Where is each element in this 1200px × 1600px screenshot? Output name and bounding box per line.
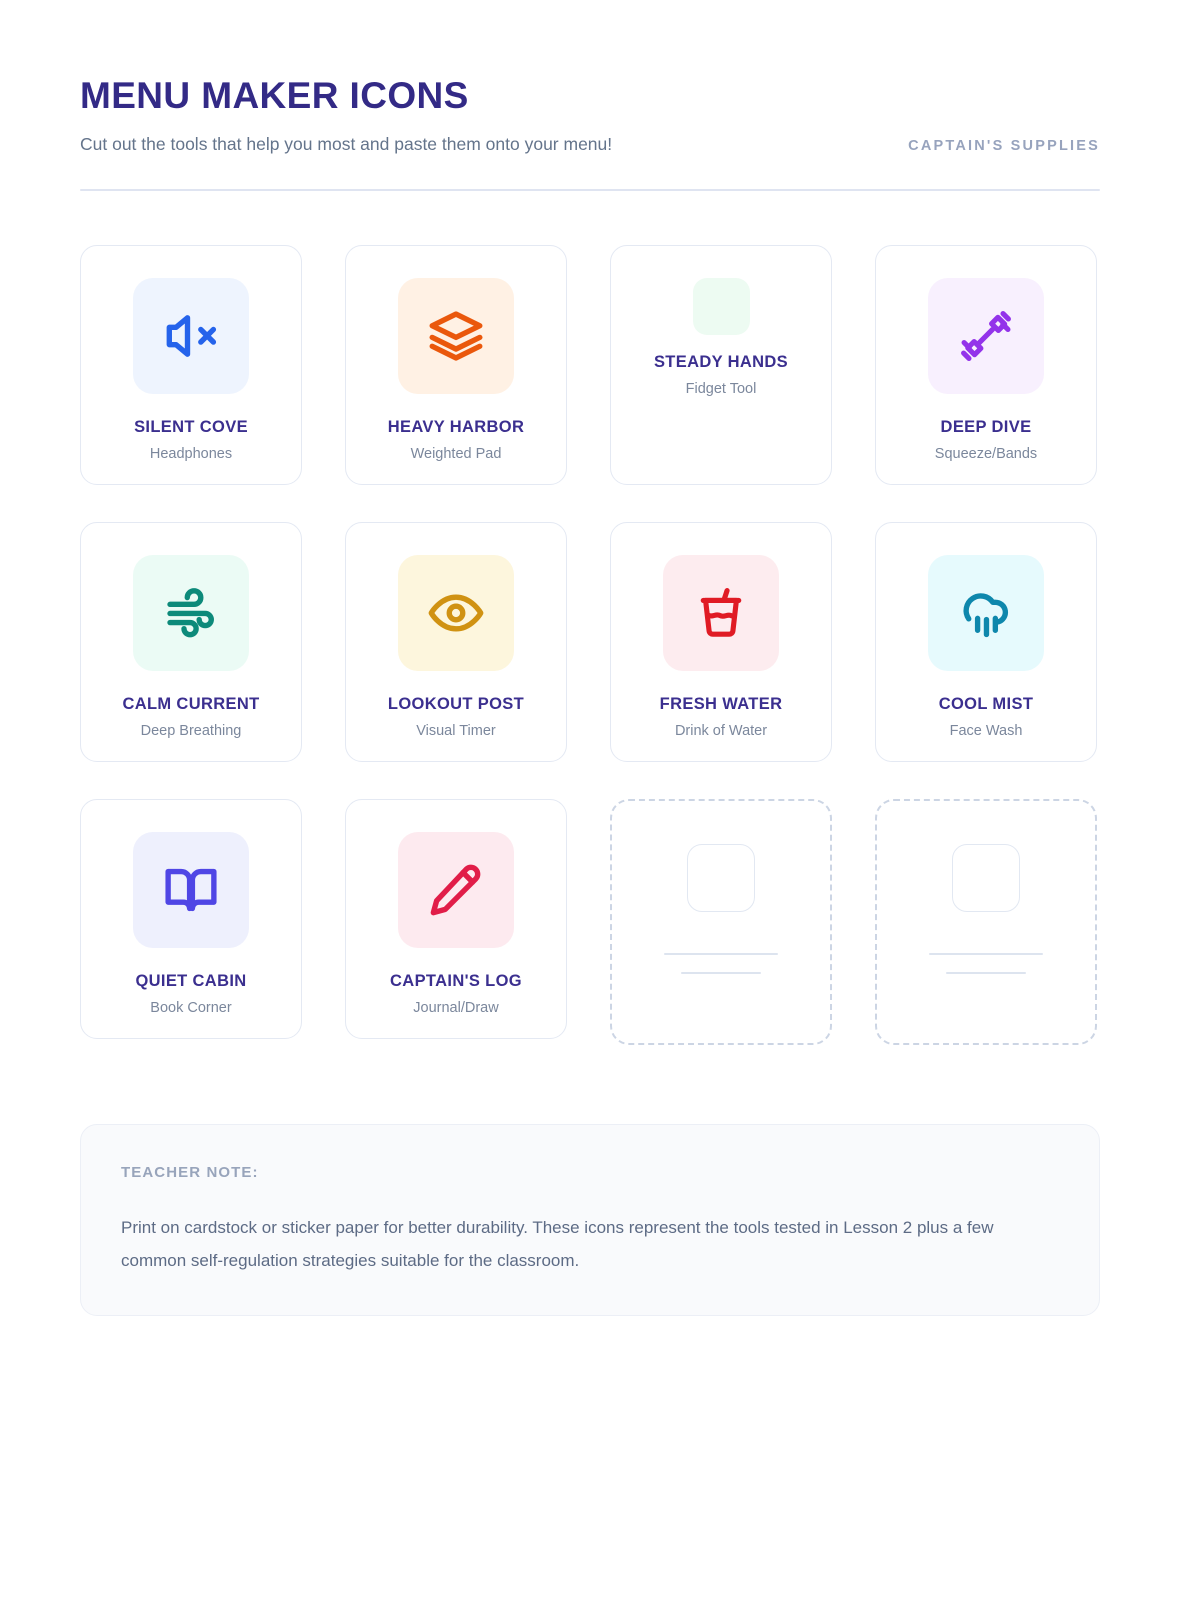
icon-card-label: QUIET CABIN <box>135 972 247 990</box>
icon-card-text: LOOKOUT POST Visual Timer <box>346 693 566 741</box>
blank-card-2[interactable] <box>875 799 1097 1045</box>
icon-card[interactable]: CAPTAIN'S LOG Journal/Draw <box>345 799 567 1039</box>
teacher-note-panel: TEACHER NOTE: Print on cardstock or stic… <box>80 1124 1100 1316</box>
eye-icon-tile <box>398 555 514 671</box>
open-book-icon <box>163 862 219 918</box>
icon-card-sublabel: Weighted Pad <box>410 446 502 462</box>
icon-card-label: LOOKOUT POST <box>387 695 525 713</box>
cloud-rain-icon-tile <box>928 555 1044 671</box>
cloud-rain-icon <box>958 585 1014 641</box>
dumbbell-icon <box>958 308 1014 364</box>
icon-card[interactable]: LOOKOUT POST Visual Timer <box>345 522 567 762</box>
icon-card[interactable]: HEAVY HARBOR Weighted Pad <box>345 245 567 485</box>
layers-icon-tile <box>398 278 514 394</box>
icon-card-text: QUIET CABIN Book Corner <box>81 970 301 1018</box>
icon-card-text: DEEP DIVE Squeeze/Bands <box>876 416 1096 464</box>
icon-card-text: COOL MIST Face Wash <box>876 693 1096 741</box>
blank-line-sublabel <box>946 971 1026 974</box>
blank-line-label <box>664 953 778 955</box>
icon-card-grid: SILENT COVE Headphones HEAVY HARBOR Weighte… <box>80 245 1100 1045</box>
pencil-icon-tile <box>398 832 514 948</box>
icon-card[interactable]: QUIET CABIN Book Corner <box>80 799 302 1039</box>
icon-card[interactable]: COOL MIST Face Wash <box>875 522 1097 762</box>
empty-icon-tile <box>692 278 750 335</box>
blank-icon-placeholder <box>952 844 1020 912</box>
icon-card-label: FRESH WATER <box>659 695 783 713</box>
volume-mute-icon-tile <box>133 278 249 394</box>
icon-card-sublabel: Journal/Draw <box>413 1000 499 1016</box>
blank-icon-placeholder <box>687 844 755 912</box>
eye-icon <box>428 585 484 641</box>
icon-card-text: SILENT COVE Headphones <box>81 416 301 464</box>
teacher-note-title: TEACHER NOTE: <box>121 1164 259 1181</box>
pencil-icon <box>428 862 484 918</box>
icon-card[interactable]: FRESH WATER Drink of Water <box>610 522 832 762</box>
blank-line-label <box>929 953 1043 955</box>
icon-card-text: HEAVY HARBOR Weighted Pad <box>346 416 566 464</box>
icon-card-sublabel: Face Wash <box>949 723 1023 739</box>
teacher-note-body: Print on cardstock or sticker paper for … <box>121 1218 994 1270</box>
open-book-icon-tile <box>133 832 249 948</box>
icon-card-label: CAPTAIN'S LOG <box>390 972 522 990</box>
icon-card-sublabel: Visual Timer <box>416 723 496 739</box>
icon-card-sublabel: Drink of Water <box>674 723 768 739</box>
icon-card-sublabel: Squeeze/Bands <box>934 446 1038 462</box>
icon-card-sublabel: Book Corner <box>150 1000 232 1016</box>
layers-icon <box>428 308 484 364</box>
icon-card-text: STEADY HANDS Fidget Tool <box>611 351 831 399</box>
wind-icon-tile <box>133 555 249 671</box>
icon-card-sublabel: Fidget Tool <box>685 381 757 397</box>
icon-card-label: SILENT COVE <box>134 418 248 436</box>
blank-card-1[interactable] <box>610 799 832 1045</box>
blank-line-sublabel <box>681 971 761 974</box>
page-title: MENU MAKER ICONS <box>80 75 469 116</box>
section-kicker: CAPTAIN'S SUPPLIES <box>908 138 1100 154</box>
header-divider <box>80 189 1100 191</box>
page-header: MENU MAKER ICONS Cut out the tools that … <box>80 74 1100 156</box>
icon-card-label: HEAVY HARBOR <box>387 418 525 436</box>
page-subtitle: Cut out the tools that help you most and… <box>80 134 613 154</box>
volume-mute-icon <box>163 308 219 364</box>
icon-card[interactable]: CALM CURRENT Deep Breathing <box>80 522 302 762</box>
header-subrow: Cut out the tools that help you most and… <box>80 132 1100 156</box>
icon-card-sublabel: Headphones <box>149 446 233 462</box>
icon-card-text: FRESH WATER Drink of Water <box>611 693 831 741</box>
icon-card[interactable]: DEEP DIVE Squeeze/Bands <box>875 245 1097 485</box>
blank-write-lines <box>664 953 778 974</box>
icon-card-label: COOL MIST <box>938 695 1034 713</box>
icon-card[interactable]: SILENT COVE Headphones <box>80 245 302 485</box>
icon-card-label: STEADY HANDS <box>653 353 789 371</box>
blank-write-lines <box>929 953 1043 974</box>
drink-cup-icon <box>693 585 749 641</box>
icon-card-sublabel: Deep Breathing <box>140 723 242 739</box>
wind-icon <box>163 585 219 641</box>
drink-cup-icon-tile <box>663 555 779 671</box>
icon-card-label: DEEP DIVE <box>940 418 1032 436</box>
icon-card[interactable]: STEADY HANDS Fidget Tool <box>610 245 832 485</box>
dumbbell-icon-tile <box>928 278 1044 394</box>
icon-card-label: CALM CURRENT <box>122 695 260 713</box>
icon-card-text: CALM CURRENT Deep Breathing <box>81 693 301 741</box>
icon-card-text: CAPTAIN'S LOG Journal/Draw <box>346 970 566 1018</box>
